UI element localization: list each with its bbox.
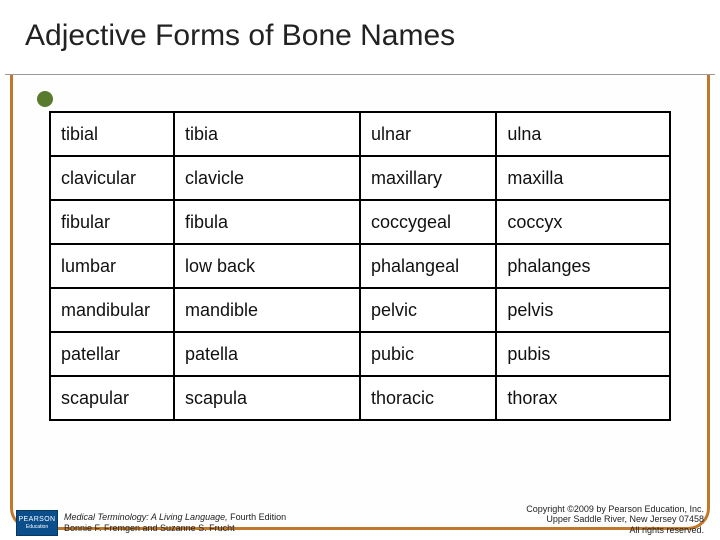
cell: pelvic xyxy=(360,288,496,332)
cell: coccyx xyxy=(496,200,670,244)
copyright-line: Copyright ©2009 by Pearson Education, In… xyxy=(526,504,704,515)
cell: scapular xyxy=(50,376,174,420)
book-authors: Bonnie F. Fremgen and Suzanne S. Frucht xyxy=(64,523,286,534)
cell: phalangeal xyxy=(360,244,496,288)
cell: clavicular xyxy=(50,156,174,200)
cell: scapula xyxy=(174,376,360,420)
cell: mandibular xyxy=(50,288,174,332)
cell: mandible xyxy=(174,288,360,332)
book-edition: Fourth Edition xyxy=(228,512,287,522)
accent-dot-icon xyxy=(37,91,53,107)
copyright-block: Copyright ©2009 by Pearson Education, In… xyxy=(526,504,704,536)
cell: patella xyxy=(174,332,360,376)
title-bar: Adjective Forms of Bone Names xyxy=(5,5,715,75)
cell: ulnar xyxy=(360,112,496,156)
cell: patellar xyxy=(50,332,174,376)
pearson-logo-icon: PEARSON Education xyxy=(16,510,58,536)
cell: tibial xyxy=(50,112,174,156)
cell: thoracic xyxy=(360,376,496,420)
cell: pubic xyxy=(360,332,496,376)
cell: pubis xyxy=(496,332,670,376)
table-row: clavicular clavicle maxillary maxilla xyxy=(50,156,670,200)
cell: low back xyxy=(174,244,360,288)
book-title: Medical Terminology: A Living Language, xyxy=(64,512,228,522)
bone-table-container: tibial tibia ulnar ulna clavicular clavi… xyxy=(49,111,671,421)
cell: phalanges xyxy=(496,244,670,288)
copyright-line: All rights reserved. xyxy=(526,525,704,536)
table-row: mandibular mandible pelvic pelvis xyxy=(50,288,670,332)
bone-adjective-table: tibial tibia ulnar ulna clavicular clavi… xyxy=(49,111,671,421)
footer: PEARSON Education Medical Terminology: A… xyxy=(10,504,710,538)
cell: fibula xyxy=(174,200,360,244)
table-row: tibial tibia ulnar ulna xyxy=(50,112,670,156)
cell: clavicle xyxy=(174,156,360,200)
cell: coccygeal xyxy=(360,200,496,244)
table-row: scapular scapula thoracic thorax xyxy=(50,376,670,420)
cell: ulna xyxy=(496,112,670,156)
table-row: fibular fibula coccygeal coccyx xyxy=(50,200,670,244)
slide-title: Adjective Forms of Bone Names xyxy=(25,19,695,53)
cell: maxillary xyxy=(360,156,496,200)
cell: pelvis xyxy=(496,288,670,332)
cell: maxilla xyxy=(496,156,670,200)
table-row: patellar patella pubic pubis xyxy=(50,332,670,376)
cell: thorax xyxy=(496,376,670,420)
logo-top: PEARSON xyxy=(18,516,55,523)
slide-frame: Adjective Forms of Bone Names tibial tib… xyxy=(10,10,710,530)
cell: tibia xyxy=(174,112,360,156)
book-reference: Medical Terminology: A Living Language, … xyxy=(64,512,286,534)
cell: lumbar xyxy=(50,244,174,288)
book-line1: Medical Terminology: A Living Language, … xyxy=(64,512,286,523)
cell: fibular xyxy=(50,200,174,244)
logo-bottom: Education xyxy=(26,525,48,530)
table-row: lumbar low back phalangeal phalanges xyxy=(50,244,670,288)
copyright-line: Upper Saddle River, New Jersey 07458 xyxy=(526,514,704,525)
footer-left: PEARSON Education Medical Terminology: A… xyxy=(16,510,286,536)
